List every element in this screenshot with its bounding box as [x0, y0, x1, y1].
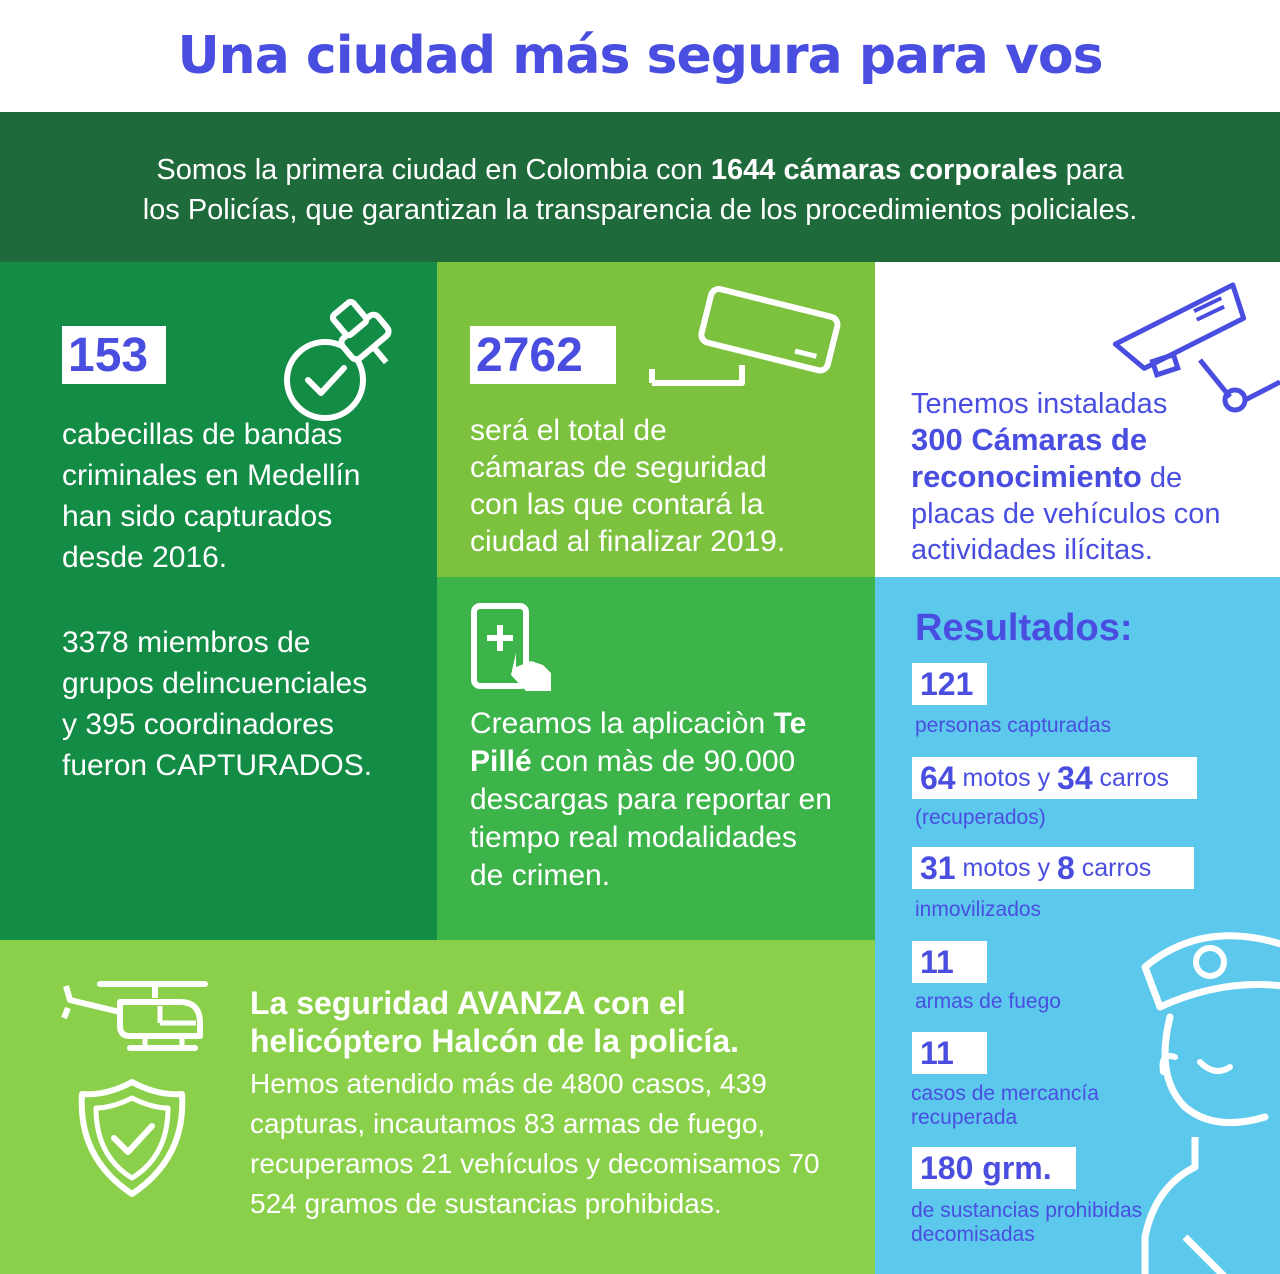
result-box: 31 motos y 8 carros: [912, 847, 1194, 889]
app-line: de crimen.: [470, 859, 611, 892]
recognition-line: Tenemos instaladas: [911, 388, 1168, 420]
app-line: Creamos la aplicaciòn: [470, 707, 774, 740]
result-box: 11: [912, 941, 987, 983]
captures-number: 153: [62, 326, 166, 384]
results-panel: Resultados: 121 personas capturadas 64 m…: [875, 577, 1280, 1274]
helicopter-icon: [61, 981, 208, 1051]
recognition-line: placas de vehículos con: [911, 498, 1221, 530]
security-camera-icon: [649, 285, 841, 386]
result-caption-line: casos de mercancía: [911, 1082, 1099, 1105]
app-name: Pillé: [470, 745, 532, 778]
result-number: 34: [1057, 759, 1093, 796]
helicopter-body-line: recuperamos 21 vehículos y decomisamos 7…: [250, 1148, 820, 1179]
result-number: 11: [920, 943, 954, 980]
shield-check-icon: [78, 1079, 186, 1197]
captures-panel: 153 cabecillas de bandas criminales en M…: [0, 262, 437, 940]
cameras-total-line: con las que contará la: [470, 488, 764, 521]
helicopter-body-line: Hemos atendido más de 4800 casos, 439: [250, 1068, 767, 1099]
results-title: Resultados:: [915, 607, 1133, 649]
police-officer-icon: [1141, 932, 1280, 1274]
captures-line: han sido capturados: [62, 500, 333, 533]
recognition-cameras-panel: Tenemos instaladas 300 Cámaras de recono…: [875, 262, 1280, 577]
app-line: descargas para reportar en: [470, 783, 832, 816]
phone-tap-icon: [471, 603, 551, 691]
result-unit: carros: [1092, 763, 1170, 792]
intro-highlight: 1644 cámaras corporales: [710, 154, 1058, 186]
intro-text: Somos la primera ciudad en Colombia con: [156, 154, 711, 186]
captures-line: criminales en Medellín: [62, 459, 361, 492]
helicopter-heading-line: helicóptero Halcón de la policía.: [250, 1023, 739, 1059]
app-line: con màs de 90.000: [531, 745, 796, 778]
result-unit: carros: [1074, 853, 1152, 882]
result-caption: casos de mercancía recuperada: [911, 1082, 1201, 1130]
pushpin-check-icon: [284, 298, 392, 421]
helicopter-body: Hemos atendido más de 4800 casos, 439 ca…: [250, 1064, 860, 1224]
result-caption-line: decomisadas: [911, 1223, 1035, 1246]
result-box: 121: [912, 663, 987, 705]
result-caption: armas de fuego: [915, 990, 1061, 1013]
result-number: 64: [920, 759, 956, 796]
cameras-total-line: ciudad al finalizar 2019.: [470, 525, 786, 558]
helicopter-panel: La seguridad AVANZA con el helicóptero H…: [0, 940, 875, 1274]
app-line: tiempo real modalidades: [470, 821, 797, 854]
result-caption: de sustancias prohibidas decomisadas: [911, 1199, 1201, 1247]
members-text: 3378 miembros de grupos delincuenciales …: [62, 622, 432, 786]
intro-text: para: [1057, 154, 1124, 186]
members-line: grupos delincuenciales: [62, 667, 368, 700]
recognition-highlight: reconocimiento: [911, 459, 1142, 494]
captures-line: cabecillas de bandas: [62, 418, 343, 451]
recognition-line: de: [1141, 462, 1183, 494]
intro-line-2: los Policías, que garantizan la transpar…: [142, 194, 1138, 226]
app-text: Creamos la aplicaciòn Te Pillé con màs d…: [470, 705, 870, 895]
recognition-cameras-text: Tenemos instaladas 300 Cámaras de recono…: [911, 386, 1271, 568]
result-caption: (recuperados): [915, 806, 1046, 829]
members-line: fueron CAPTURADOS.: [62, 749, 373, 782]
recognition-line: actividades ilícitas.: [911, 534, 1153, 566]
result-caption: personas capturadas: [915, 714, 1112, 737]
cctv-camera-icon: [1112, 282, 1280, 413]
result-number: 8: [1057, 849, 1075, 886]
result-box: 180 grm.: [912, 1147, 1076, 1189]
helicopter-heading: La seguridad AVANZA con el helicóptero H…: [250, 984, 850, 1060]
result-box: 64 motos y 34 carros: [912, 757, 1197, 799]
recognition-highlight: 300 Cámaras de: [911, 422, 1148, 457]
cameras-total-number: 2762: [470, 326, 616, 384]
cameras-total-line: será el total de: [470, 414, 667, 447]
captures-line: desde 2016.: [62, 541, 228, 574]
helicopter-heading-line: La seguridad AVANZA con el: [250, 985, 686, 1021]
helicopter-body-line: capturas, incautamos 83 armas de fuego,: [250, 1108, 766, 1139]
result-box: 11: [912, 1032, 987, 1074]
app-name: Te: [773, 707, 807, 740]
result-unit: motos y: [955, 853, 1058, 882]
helicopter-body-line: 524 gramos de sustancias prohibidas.: [250, 1188, 722, 1219]
result-caption-line: recuperada: [911, 1106, 1018, 1129]
result-caption-line: de sustancias prohibidas: [911, 1199, 1143, 1222]
intro-line-1: Somos la primera ciudad en Colombia con …: [0, 150, 1280, 190]
app-panel: Creamos la aplicaciòn Te Pillé con màs d…: [437, 577, 875, 940]
members-line: y 395 coordinadores: [62, 708, 334, 741]
result-number: 31: [920, 849, 956, 886]
intro-banner: Somos la primera ciudad en Colombia con …: [0, 112, 1280, 262]
result-number: 121: [920, 665, 974, 702]
result-number: 180 grm.: [920, 1149, 1052, 1186]
result-number: 11: [920, 1034, 954, 1071]
cameras-total-line: cámaras de seguridad: [470, 451, 767, 484]
page-title: Una ciudad más segura para vos: [177, 26, 1103, 86]
result-unit: motos y: [955, 763, 1058, 792]
members-line: 3378 miembros de: [62, 626, 311, 659]
cameras-total-text: será el total de cámaras de seguridad co…: [470, 412, 860, 560]
cameras-total-panel: 2762 será el total de cámaras de segurid…: [437, 262, 875, 577]
result-caption: inmovilizados: [915, 898, 1042, 921]
captures-text: cabecillas de bandas criminales en Medel…: [62, 414, 422, 578]
